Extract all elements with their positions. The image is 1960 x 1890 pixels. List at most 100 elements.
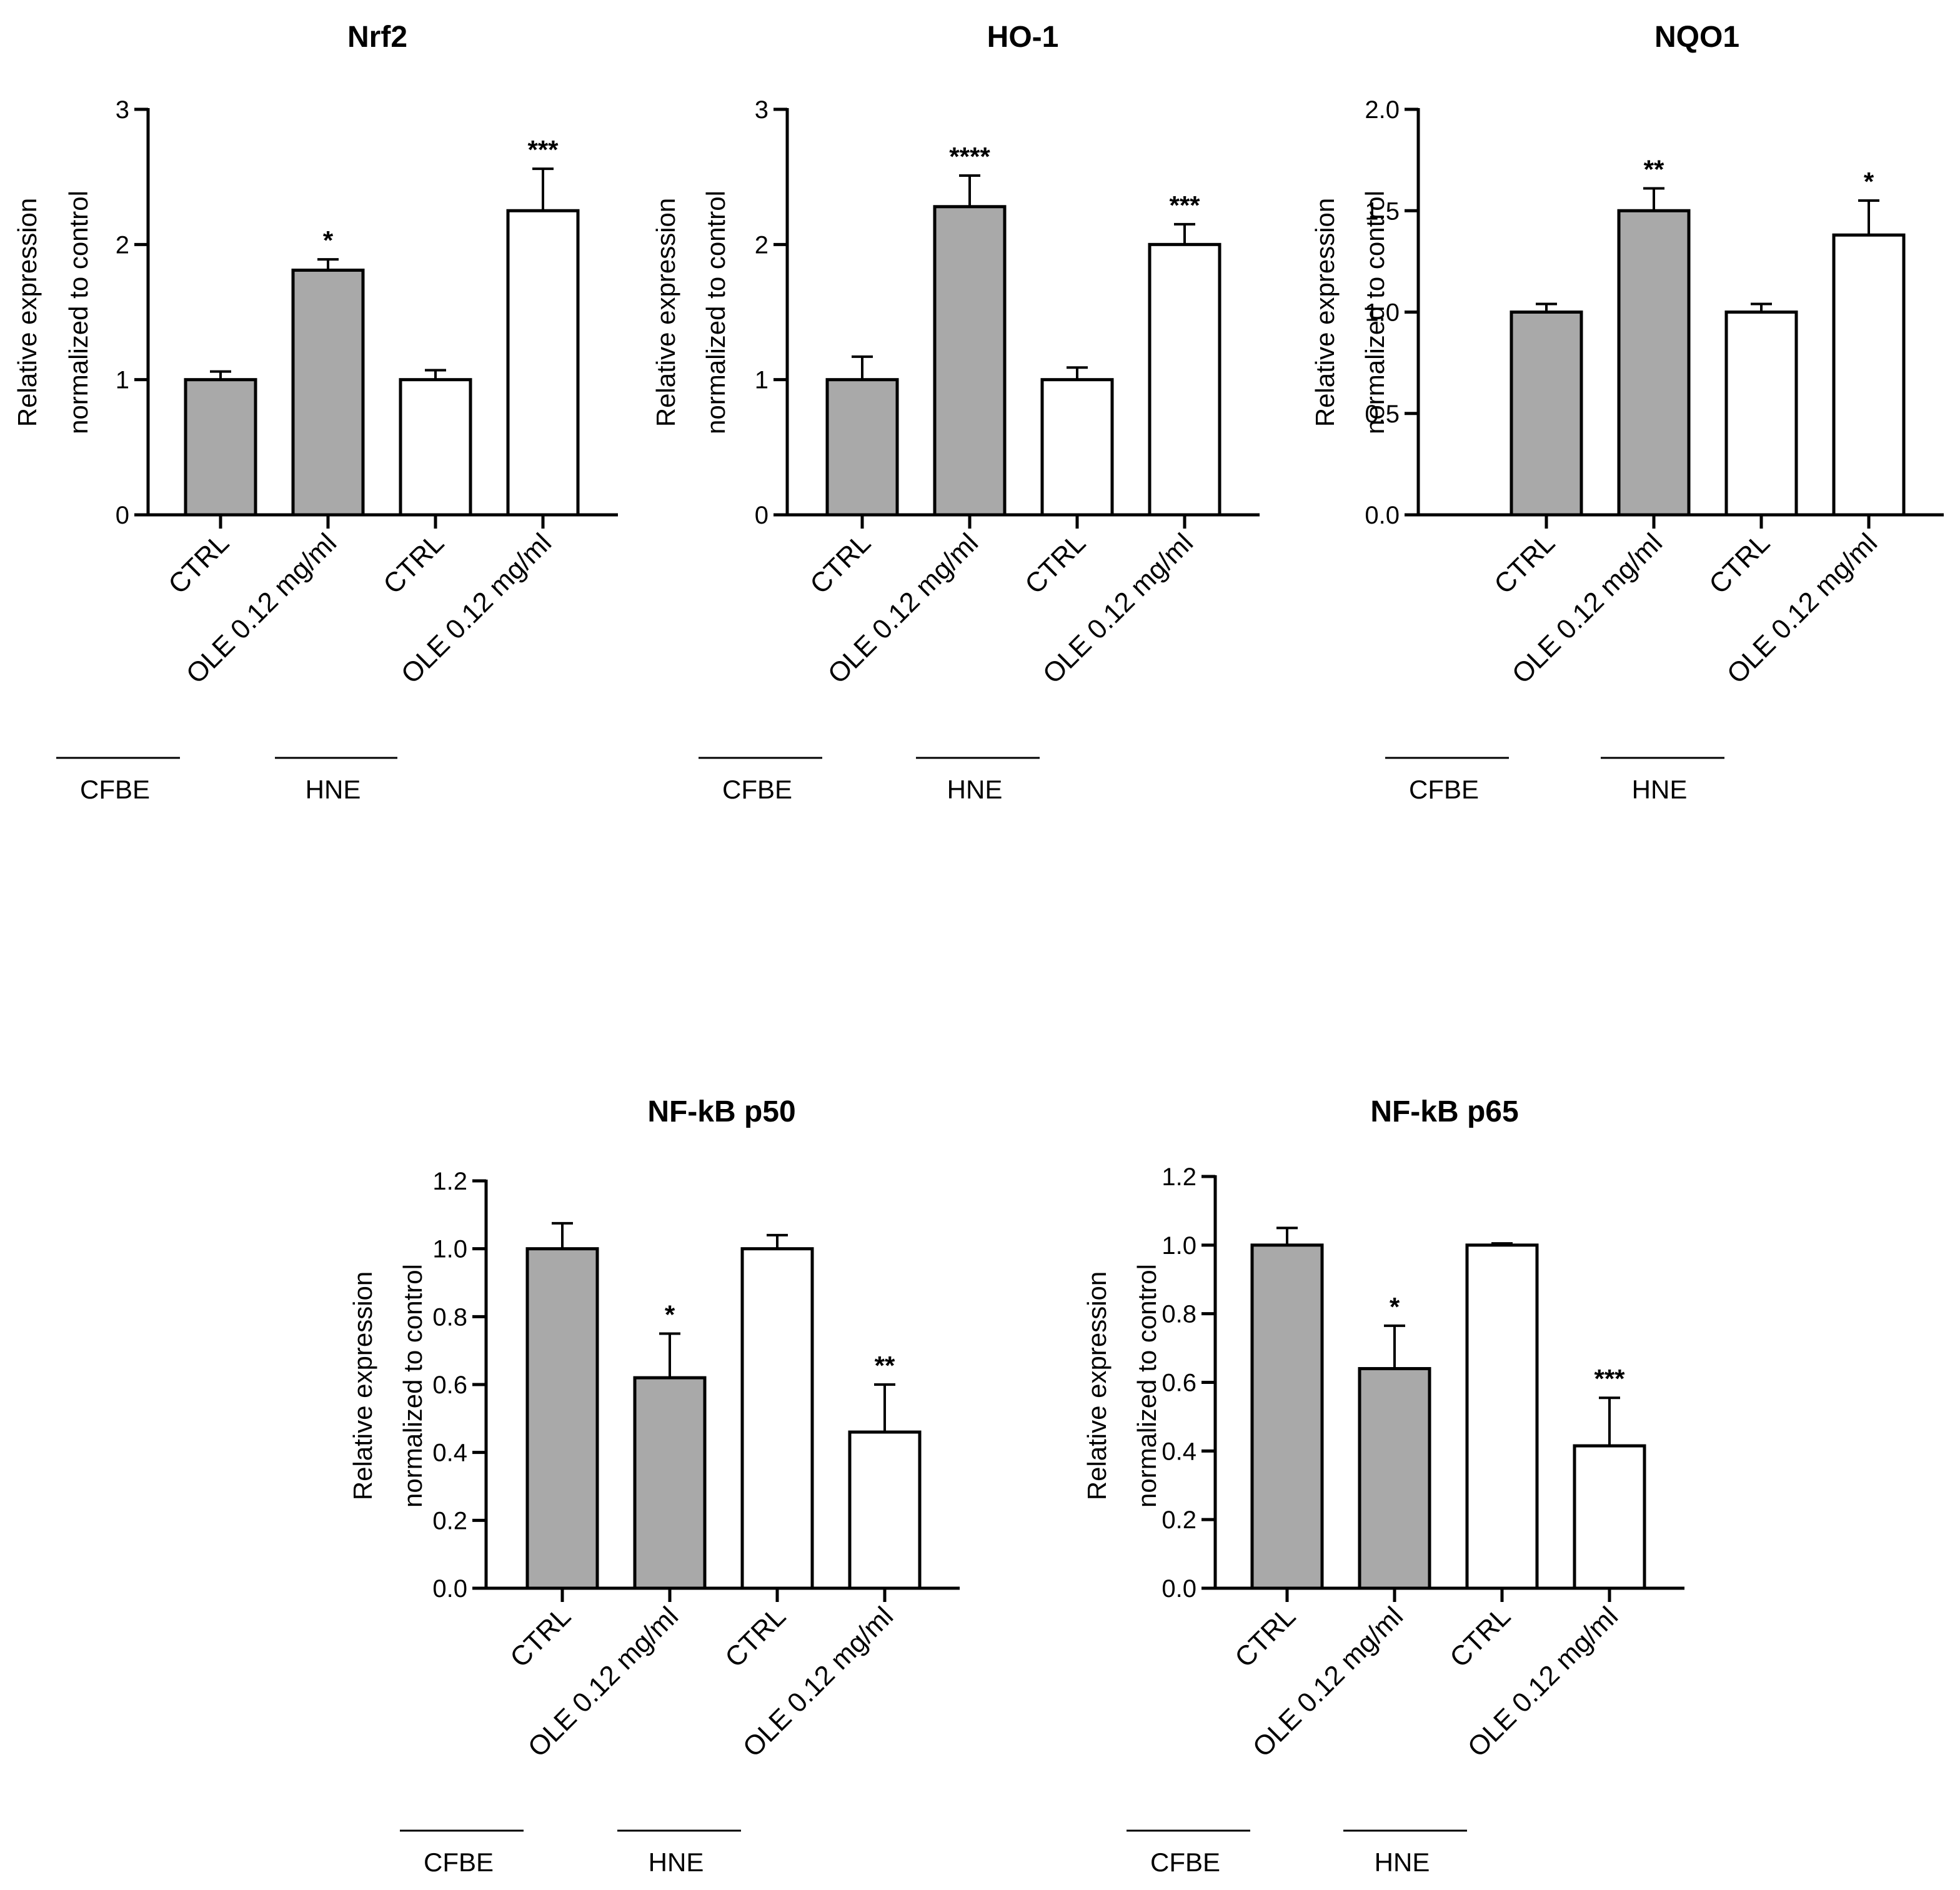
- y-axis-label-line: normalized to control: [701, 191, 730, 434]
- bar: [1573, 1444, 1646, 1590]
- y-tick-label: 1.0: [1365, 299, 1400, 327]
- y-tick-label: 1: [116, 367, 129, 394]
- y-axis-label: Relative expression normalized to control: [651, 191, 730, 434]
- y-tick-label: 3: [755, 96, 769, 124]
- x-tick-label: CTRL: [1019, 527, 1092, 600]
- significance-marker: ****: [949, 142, 990, 171]
- y-tick-label: 0.0: [432, 1575, 467, 1603]
- y-axis-label-line: normalized to control: [64, 191, 93, 434]
- group-label: HNE: [1375, 1848, 1430, 1877]
- x-tick-label: CTRL: [1488, 527, 1561, 600]
- y-tick-label: 0.8: [1162, 1301, 1196, 1328]
- bar: [1510, 311, 1583, 517]
- group-label: CFBE: [1409, 775, 1479, 804]
- chart-title: NF-kB p65: [1370, 1095, 1518, 1128]
- y-tick-label: 0.6: [1162, 1370, 1196, 1397]
- y-tick-label: 0.4: [432, 1440, 467, 1467]
- bar: [1358, 1367, 1431, 1590]
- y-tick-label: 0.4: [1162, 1438, 1196, 1465]
- significance-marker: ***: [527, 135, 559, 164]
- y-axis-label: Relative expression normalized to control: [348, 1264, 427, 1508]
- significance-marker: *: [665, 1300, 675, 1330]
- x-tick-label: CTRL: [719, 1601, 792, 1673]
- bar: [1465, 1243, 1539, 1590]
- y-axis-label-line: normalized to control: [1360, 191, 1390, 434]
- group-label: CFBE: [722, 775, 792, 804]
- x-tick-label: CTRL: [504, 1601, 577, 1673]
- y-axis-label-line: Relative expression: [348, 1271, 377, 1501]
- bar: [291, 268, 365, 517]
- chart-panel-2: HO-1 Relative expression normalized to con…: [651, 21, 1260, 804]
- y-axis-label-line: Relative expression: [1082, 1271, 1112, 1501]
- y-tick-label: 0.0: [1365, 502, 1400, 529]
- chart-panel-4: NF-kB p50 Relative expression normalized t…: [348, 1095, 960, 1877]
- chart-title: Nrf2: [347, 21, 407, 54]
- bar: [184, 378, 257, 517]
- bar: [1148, 242, 1221, 517]
- significance-marker: ***: [1169, 191, 1200, 220]
- y-tick-label: 1: [755, 367, 769, 394]
- y-axis-label-line: Relative expression: [651, 198, 680, 427]
- bar: [633, 1376, 707, 1590]
- x-tick-label: CTRL: [377, 527, 450, 600]
- y-tick-label: 0.5: [1365, 400, 1400, 428]
- y-tick-label: 2: [755, 231, 769, 259]
- y-tick-label: 0.2: [432, 1507, 467, 1534]
- group-label: CFBE: [424, 1848, 494, 1877]
- x-tick-label: CTRL: [1229, 1601, 1301, 1673]
- group-label: HNE: [947, 775, 1003, 804]
- significance-marker: **: [1644, 155, 1664, 184]
- group-label: HNE: [306, 775, 361, 804]
- bar: [848, 1430, 922, 1590]
- x-tick-label: CTRL: [1444, 1601, 1516, 1673]
- bar: [1617, 209, 1691, 517]
- significance-marker: *: [1864, 167, 1874, 196]
- y-tick-label: 0.0: [1162, 1575, 1196, 1603]
- y-tick-label: 1.0: [432, 1236, 467, 1263]
- bar: [825, 378, 899, 517]
- y-axis-label-line: normalized to control: [1132, 1264, 1162, 1508]
- y-tick-label: 3: [116, 96, 129, 124]
- bar: [1250, 1243, 1324, 1590]
- y-axis-label-line: Relative expression: [12, 198, 42, 427]
- group-label: HNE: [649, 1848, 704, 1877]
- chart-panel-5: NF-kB p65 Relative expression normalized t…: [1082, 1095, 1684, 1877]
- y-tick-label: 0: [755, 502, 769, 529]
- bar: [399, 378, 472, 517]
- group-label: CFBE: [80, 775, 150, 804]
- y-tick-label: 0.6: [432, 1371, 467, 1399]
- y-axis-label-line: Relative expression: [1310, 198, 1340, 427]
- bar: [1724, 311, 1798, 517]
- chart-title: NQO1: [1654, 21, 1739, 54]
- bar: [933, 205, 1007, 517]
- y-tick-label: 1.0: [1162, 1232, 1196, 1260]
- group-label: HNE: [1632, 775, 1688, 804]
- y-axis-label: Relative expression normalized to control: [1310, 191, 1390, 434]
- chart-panel-1: Nrf2 Relative expression normalized to con…: [12, 21, 618, 804]
- significance-marker: **: [875, 1351, 895, 1380]
- bar: [740, 1247, 814, 1590]
- y-tick-label: 0.8: [432, 1303, 467, 1331]
- chart-panel-3: NQO1 Relative expression normalized to con…: [1310, 21, 1944, 804]
- chart-title: HO-1: [987, 21, 1059, 54]
- y-axis-label-line: normalized to control: [398, 1264, 427, 1508]
- bar: [1040, 378, 1114, 517]
- significance-marker: *: [1390, 1292, 1400, 1321]
- y-tick-label: 1.5: [1365, 197, 1400, 225]
- chart-title: NF-kB p50: [647, 1095, 795, 1128]
- y-tick-label: 2: [116, 231, 129, 259]
- y-axis-label: Relative expression normalized to control: [1082, 1264, 1162, 1508]
- y-tick-label: 1.2: [1162, 1163, 1196, 1191]
- x-tick-label: CTRL: [804, 527, 877, 600]
- y-tick-label: 0: [116, 502, 129, 529]
- bar: [525, 1247, 599, 1590]
- y-tick-label: 0.2: [1162, 1506, 1196, 1534]
- y-tick-label: 2.0: [1365, 96, 1400, 124]
- significance-marker: ***: [1594, 1364, 1625, 1393]
- bar: [506, 209, 580, 517]
- x-tick-label: CTRL: [1703, 527, 1776, 600]
- y-axis-label: Relative expression normalized to control: [12, 191, 93, 434]
- bar: [1832, 233, 1906, 517]
- group-label: CFBE: [1150, 1848, 1220, 1877]
